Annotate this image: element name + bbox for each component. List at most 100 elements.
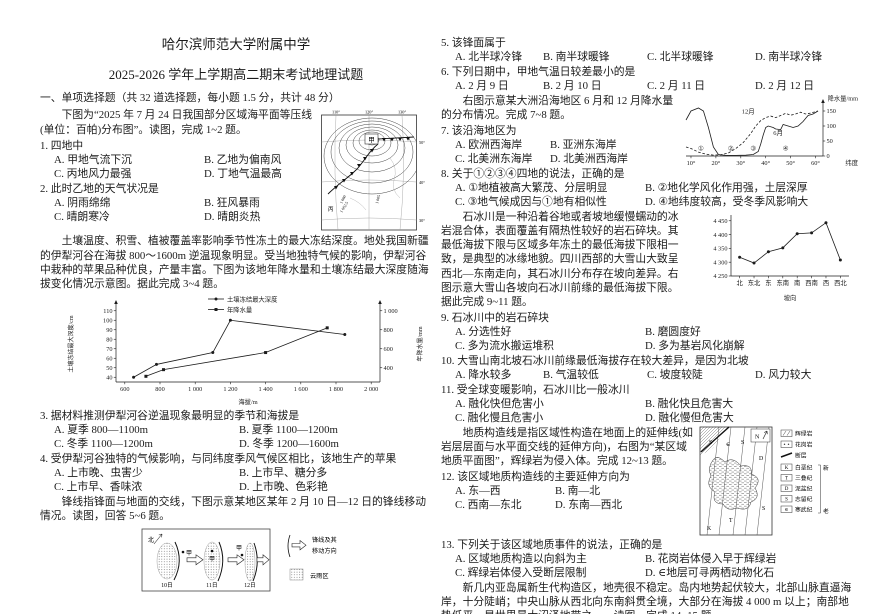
move-arrow-icon — [227, 554, 245, 566]
compass-box — [750, 428, 771, 443]
svg-text:南: 南 — [794, 278, 800, 287]
block-questions-9-11: 4 250 4 300 4 350 4 400 4 450 北东北东东南南西南西西北 坡向 … — [441, 210, 859, 352]
question-4-option-d: D. 上市晚、色彩艳 — [239, 480, 328, 493]
jia-label-day1: 甲 — [186, 550, 192, 557]
question-12-option-c: C. 西南—东北 — [455, 499, 522, 511]
question-13-option-b: B. 花岗岩体侵入早于辉绿岩 — [645, 552, 777, 565]
question-6-option-b: B. 2 月 10 日 — [543, 80, 602, 93]
question-2-option-a: A. 阴雨绵绵 — [54, 196, 111, 209]
svg-text:100: 100 — [827, 123, 836, 130]
question-11-stem: 11. 受全球变暖影响，石冰川比一般冰川 — [441, 383, 630, 396]
svg-text:600: 600 — [384, 346, 393, 353]
svg-text:6月: 6月 — [773, 129, 783, 137]
pressure-map-figure: 110° 120° 130° 50° 40° 30° — [321, 110, 425, 231]
question-2-option-d: D. 晴朗炎热 — [204, 210, 261, 223]
right-column: 5. 该锋面属于 A. 北半球冷锋 B. 南半球暖锋 C. 北半球暖锋 D. 南半球冷锋… — [441, 36, 859, 614]
passage-1: 下图为“2025 年 7 月 24 日我国部分区域海平面等压线(单位：百帕)分布… — [40, 109, 313, 136]
question-7-option-d: D. 北美洲西海岸 — [550, 153, 628, 166]
question-3-options: A. 夏季 800—1100m B. 夏季 1100—1200m C. 冬季 110… — [40, 423, 432, 451]
legend-label: 辉绿岩 — [795, 429, 813, 437]
legend-label: 花岗岩 — [795, 440, 813, 448]
svg-text:2 000: 2 000 — [364, 386, 378, 393]
question-6-options: A. 2 月 9 日 B. 2 月 10 日 C. 2 月 11 日 D. 2 月 1… — [441, 79, 859, 93]
legend-label: 寒武纪 — [795, 505, 813, 513]
svg-text:60: 60 — [106, 355, 112, 362]
question-10-option-c: C. 坡度较陡 — [647, 368, 703, 381]
svg-text:4 300: 4 300 — [713, 260, 727, 267]
question-10-option-b: B. 气温较低 — [543, 368, 599, 381]
jia-label-day2: 甲 — [209, 556, 215, 563]
svg-text:0: 0 — [827, 153, 830, 160]
svg-text:西: 西 — [823, 279, 829, 287]
question-6-option-d: D. 2 月 12 日 — [755, 80, 815, 93]
svg-text:10°: 10° — [687, 160, 696, 167]
svg-text:1 800: 1 800 — [329, 386, 343, 393]
question-8-option-a: A. ①地植被高大繁茂、分层明显 — [455, 182, 608, 195]
question-12-option-a: A. 东—西 — [455, 484, 501, 497]
svg-text:1 600: 1 600 — [294, 386, 308, 393]
svg-text:东: 东 — [765, 278, 771, 287]
svg-text:西南: 西南 — [805, 278, 818, 287]
svg-text:4 450: 4 450 — [713, 218, 727, 225]
question-11-option-d: D. 融化慢但危害大 — [645, 411, 734, 424]
strata-letters: S ∈ S D S T K — [707, 440, 765, 532]
isobar-value: 1 005 — [374, 195, 381, 205]
svg-text:D: D — [759, 456, 763, 462]
svg-text:50: 50 — [106, 365, 112, 372]
svg-text:150: 150 — [827, 108, 836, 115]
question-10-option-a: A. 降水较多 — [455, 368, 512, 381]
question-12-options: A. 东—西 B. 南—北 C. 西南—东北 D. 东南—西北 — [441, 484, 859, 512]
legend-label: 断层 — [795, 451, 807, 459]
isobar-value: 1 000 — [338, 195, 347, 205]
question-11-option-c: C. 融化慢且危害小 — [455, 411, 544, 424]
lon-label: 130° — [398, 110, 406, 115]
legend-label: 白垩纪 — [795, 463, 813, 471]
svg-text:50°: 50° — [786, 160, 795, 167]
question-7-option-a: A. 欧洲西海岸 — [455, 139, 523, 152]
question-1-option-a: A. 甲地气流下沉 — [54, 153, 132, 166]
question-5-options: A. 北半球冷锋 B. 南半球暖锋 C. 北半球暖锋 D. 南半球冷锋 — [441, 50, 859, 64]
question-3-option-c: C. 冬季 1100—1200m — [54, 437, 153, 450]
question-2-stem: 2. 此时乙地的天气状况是 — [40, 182, 159, 195]
question-4-options: A. 上市晚、虫害少 B. 上市早、糖分多 C. 上市早、香味浓 D. 上市晚、色彩艳 — [40, 466, 432, 494]
legend-arrow-icon — [291, 539, 307, 551]
question-5: 5. 该锋面属于 A. 北半球冷锋 B. 南半球暖锋 C. 北半球暖锋 D. 南半球冷锋 — [441, 36, 859, 64]
svg-text:∈: ∈ — [726, 442, 730, 448]
cloud-area-day3 — [244, 542, 256, 582]
question-5-option-b: B. 南半球暖锋 — [543, 51, 610, 64]
question-3: 3. 据材料推测伊犁河谷逆温现象最明显的季节和海拔是 A. 夏季 800—1100… — [40, 409, 432, 451]
svg-text:4 350: 4 350 — [713, 246, 727, 253]
legend-front-symbol — [287, 534, 291, 557]
altitude-chart: 40 50 60 70 80 90 100 110 400 600 800 1 000 600 800 1 … — [67, 294, 424, 406]
question-8-options: A. ①地植被高大繁茂、分层明显 B. ②地化学风化作用强，土层深厚 C. ③地气候… — [441, 181, 859, 209]
question-2: 2. 此时乙地的天气状况是 A. 阴雨绵绵 B. 狂风暴雨 C. 晴朗寒冷 D. 晴朗炎… — [40, 182, 432, 224]
question-13-stem: 13. 下列关于该区域地质事件的说法，正确的是 — [441, 538, 663, 551]
day-label: 10日 — [161, 582, 173, 589]
passage-6: 地质构造线是指区域性构造在地面上的延伸线(如岩层层面与水平面交线的延伸方向)，右… — [441, 426, 693, 467]
question-13-option-d: D. ∈地层可寻两栖动物化石 — [645, 566, 775, 579]
question-9-options: A. 分选性好 B. 磨圆度好 C. 多为流水搬运堆积 D. 多为基岩风化崩解 — [441, 325, 859, 353]
question-11-option-a: A. 融化快但危害小 — [455, 397, 544, 410]
lon-label: 120° — [365, 110, 373, 115]
coastal-precipitation-chart: 0 50 100 150 10° 20° 30° 40° 50° 60° 纬度 降水量/mm ① ② ③ ④ 1… — [685, 94, 859, 167]
map-legend: 辉绿岩 花岗岩 断层 K 白垩纪 T 三叠纪 D 泥盆纪 S — [780, 429, 829, 515]
question-13-options: A. 区域地质构造以向斜为主 B. 花岗岩体侵入早于辉绿岩 C. 辉绿岩体侵入受断层… — [441, 552, 859, 580]
question-5-stem: 5. 该锋面属于 — [441, 37, 506, 49]
point-jia-label: 甲 — [368, 136, 375, 144]
question-4-option-b: B. 上市早、糖分多 — [239, 466, 328, 479]
question-1-stem: 1. 四地中 — [40, 139, 84, 152]
question-10-option-d: D. 风力较大 — [755, 368, 812, 381]
svg-text:100: 100 — [103, 317, 112, 324]
svg-text:T: T — [729, 518, 733, 524]
svg-text:40: 40 — [106, 374, 112, 381]
svg-text:海拔/m: 海拔/m — [238, 397, 257, 406]
question-1-option-c: C. 丙地风力最强 — [54, 167, 132, 180]
north-label: 北 — [148, 536, 154, 544]
svg-text:800: 800 — [384, 327, 393, 334]
question-2-options: A. 阴雨绵绵 B. 狂风暴雨 C. 晴朗寒冷 D. 晴朗炎热 — [40, 196, 432, 224]
legend-label: 三叠纪 — [795, 474, 813, 482]
svg-text:60°: 60° — [811, 160, 820, 167]
question-1: 1. 四地中 A. 甲地气流下沉 B. 乙地为偏南风 C. 丙地风力最强 D. 丁地气温… — [40, 139, 432, 181]
diabase-intrusion-area — [708, 457, 759, 510]
point-jia-day1 — [181, 550, 185, 554]
